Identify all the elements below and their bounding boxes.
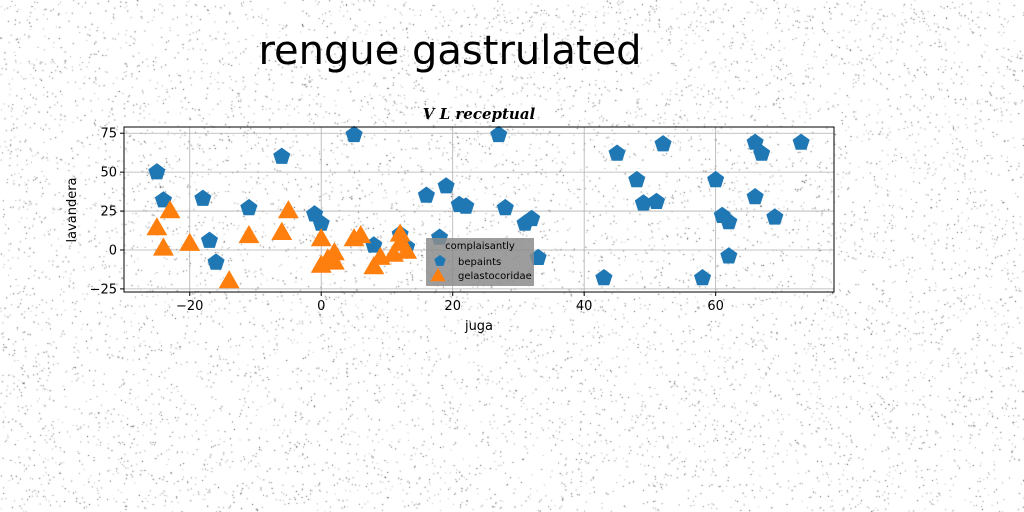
point-bepaints	[753, 144, 771, 161]
x-tick-label: 60	[707, 299, 724, 314]
point-bepaints	[720, 213, 738, 230]
point-bepaints	[207, 253, 225, 270]
y-tick-label: 50	[100, 166, 117, 181]
point-bepaints	[457, 197, 475, 214]
point-bepaints	[746, 133, 764, 150]
point-gelastocoridae	[350, 225, 372, 244]
x-tick-label: 40	[576, 299, 593, 314]
point-gelastocoridae	[218, 270, 240, 289]
point-bepaints	[240, 198, 258, 216]
y-tick-label: 0	[109, 243, 117, 258]
axis-ticks: −20 0 20 40 60 −25 0 25 50 75	[90, 127, 724, 314]
point-gelastocoridae	[179, 232, 201, 251]
point-gelastocoridae	[277, 200, 299, 219]
point-gelastocoridae	[238, 225, 260, 244]
point-bepaints	[720, 247, 738, 264]
y-tick-label: −25	[90, 282, 117, 297]
point-bepaints	[634, 194, 652, 211]
point-bepaints	[694, 269, 712, 286]
point-bepaints	[148, 163, 166, 180]
legend-label-bepaints: bepaints	[458, 257, 501, 268]
point-gelastocoridae	[146, 217, 168, 236]
point-bepaints	[273, 147, 291, 164]
data-points	[146, 125, 810, 289]
point-gelastocoridae	[159, 200, 181, 219]
point-gelastocoridae	[271, 221, 293, 240]
legend-marker-gelastocoridae	[430, 268, 446, 282]
x-tick-label: 0	[317, 299, 325, 314]
plot-frame	[123, 126, 835, 293]
y-axis-label: lavandera	[65, 177, 80, 242]
point-bepaints	[200, 231, 218, 248]
chart-title: V L receptual	[423, 105, 536, 123]
point-gelastocoridae	[323, 251, 345, 270]
point-bepaints	[523, 209, 541, 227]
point-gelastocoridae	[389, 223, 411, 242]
point-bepaints	[792, 133, 810, 150]
point-bepaints	[746, 188, 764, 205]
point-bepaints	[154, 191, 172, 208]
point-bepaints	[194, 189, 212, 206]
point-bepaints	[654, 135, 672, 152]
point-bepaints	[496, 198, 514, 216]
point-bepaints	[490, 125, 508, 143]
point-bepaints	[312, 214, 330, 231]
figure-title: rengue gastrulated	[258, 28, 642, 74]
point-gelastocoridae	[323, 242, 345, 261]
point-bepaints	[647, 192, 666, 209]
point-gelastocoridae	[396, 240, 418, 259]
x-tick-label: −20	[176, 299, 203, 314]
legend: complaisantly bepaints gelastocoridae	[426, 238, 534, 286]
x-tick-label: 20	[444, 299, 461, 314]
point-bepaints	[345, 125, 363, 143]
legend-marker-bepaints	[434, 255, 446, 266]
point-bepaints	[595, 269, 613, 286]
point-gelastocoridae	[363, 256, 385, 275]
point-bepaints	[365, 236, 383, 253]
point-bepaints	[707, 170, 725, 188]
point-bepaints	[417, 186, 435, 203]
point-bepaints	[766, 208, 784, 225]
y-tick-label: 75	[100, 127, 117, 142]
x-axis-label: juga	[464, 319, 493, 334]
point-bepaints	[608, 144, 626, 161]
point-gelastocoridae	[153, 237, 174, 256]
y-tick-label: 25	[100, 205, 117, 220]
legend-title: complaisantly	[445, 241, 515, 252]
point-bepaints	[628, 170, 646, 188]
point-bepaints	[437, 177, 455, 194]
point-gelastocoridae	[310, 228, 332, 247]
legend-label-gelastocoridae: gelastocoridae	[458, 271, 532, 282]
